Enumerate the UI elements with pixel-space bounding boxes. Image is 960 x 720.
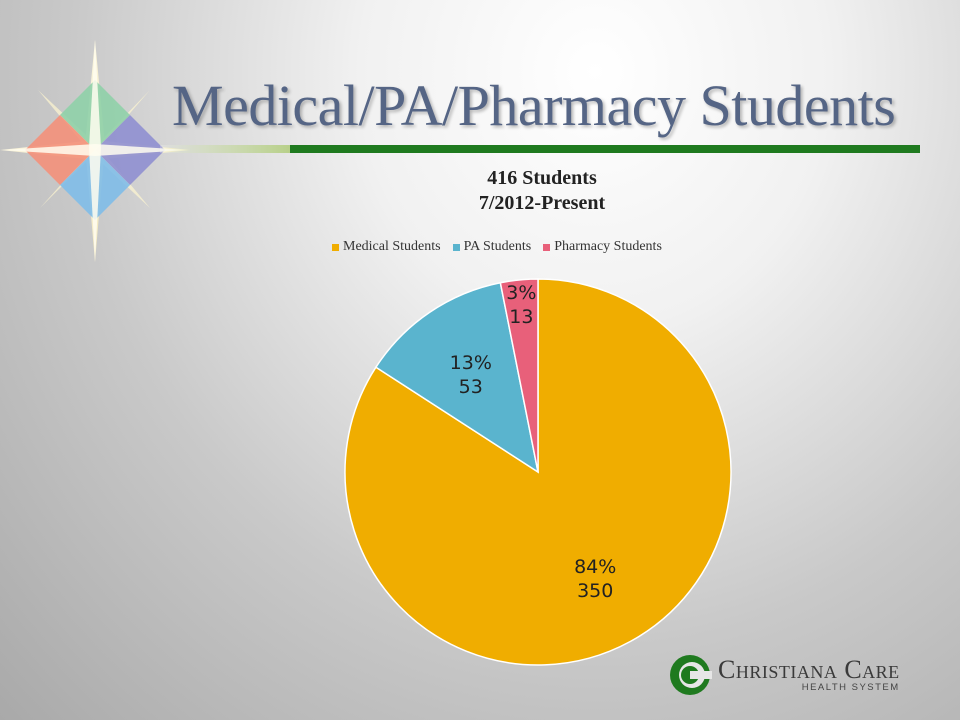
data-label-percent-pa: 13% [450, 352, 492, 374]
legend-swatch-pharmacy [543, 243, 551, 251]
logo-name: Christiana Care [718, 655, 900, 684]
chart-title-line-2: 7/2012-Present [478, 192, 606, 214]
data-label-percent-medical: 84% [574, 556, 616, 578]
chart-title: 416 Students 7/2012-Present [342, 166, 742, 216]
data-label-percent-pharmacy: 3% [506, 282, 536, 304]
legend-swatch-pa [452, 243, 460, 251]
chart-legend: Medical Students PA Students Pharmacy St… [332, 239, 662, 255]
logo-c-icon [670, 655, 712, 695]
legend-item-medical: Medical Students [332, 239, 441, 255]
title-divider [160, 145, 920, 153]
legend-label-pharmacy: Pharmacy Students [554, 239, 662, 254]
pie-slice-pharmacy [499, 278, 539, 473]
chart-title-line-1: 416 Students [487, 167, 597, 189]
legend-label-medical: Medical Students [343, 239, 441, 254]
christiana-care-logo: Christiana Care HEALTH SYSTEM [668, 653, 900, 697]
logo-subtitle: HEALTH SYSTEM [801, 682, 900, 693]
legend-swatch-medical [332, 243, 339, 251]
data-label-value-pa: 53 [459, 376, 483, 398]
pie-slice-pa [374, 281, 540, 474]
legend-item-pharmacy: Pharmacy Students [543, 239, 662, 255]
compass-star-logo [0, 40, 190, 262]
legend-label-pa: PA Students [463, 239, 532, 254]
slide-title: Medical/PA/Pharmacy Students [172, 73, 896, 138]
data-label-value-pharmacy: 13 [509, 306, 533, 328]
data-label-value-medical: 350 [577, 580, 613, 602]
legend-item-pa: PA Students [452, 239, 532, 255]
